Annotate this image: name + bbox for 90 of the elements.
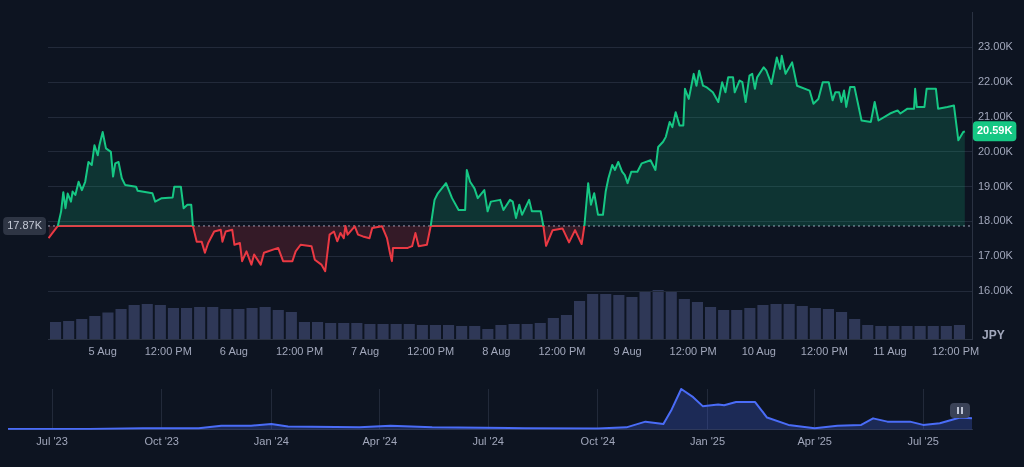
y-tick-label: 20.00K — [978, 144, 1014, 157]
x-tick-label: 9 Aug — [613, 345, 642, 358]
x-tick-label: 12:00 PM — [800, 345, 848, 358]
bar — [796, 306, 808, 340]
bar — [311, 322, 324, 340]
bar — [547, 318, 559, 340]
bar — [49, 322, 62, 340]
y-tick-label: 23.00K — [978, 40, 1014, 53]
x-tick-label: Apr '25 — [797, 435, 832, 448]
bar — [482, 329, 494, 340]
y-tick-label: 18.00K — [978, 214, 1014, 227]
x-tick-label: Oct '23 — [144, 435, 179, 448]
bar — [403, 324, 415, 340]
y-tick-label: 22.00K — [978, 75, 1014, 88]
bar — [338, 323, 350, 340]
annotation: 20.59K — [976, 124, 1013, 137]
bar — [521, 324, 533, 340]
bar — [835, 312, 848, 340]
y-axis-title: JPY — [982, 328, 1005, 343]
x-tick-label: 8 Aug — [482, 345, 511, 358]
bar — [298, 322, 311, 340]
x-tick-label: 12:00 PM — [538, 345, 586, 358]
bar — [704, 307, 717, 340]
x-tick-label: 12:00 PM — [932, 345, 980, 358]
x-tick-label: Apr '24 — [362, 435, 398, 448]
x-tick-label: 12:00 PM — [669, 345, 717, 358]
bar — [587, 294, 599, 340]
x-tick-label: 7 Aug — [351, 345, 380, 358]
y-tick-label: 16.00K — [978, 284, 1014, 297]
bar — [207, 307, 219, 340]
bar — [89, 316, 101, 340]
bar — [429, 325, 442, 340]
bar — [573, 301, 586, 340]
ref-line-label: 17.87K — [7, 219, 43, 232]
bar — [822, 309, 835, 340]
bar — [220, 309, 232, 340]
x-tick-label: Jul '23 — [36, 435, 68, 448]
bar — [849, 319, 861, 340]
bar — [783, 304, 795, 340]
y-tick-label: 21.00K — [978, 110, 1014, 123]
bar — [63, 321, 75, 340]
x-tick-label: 5 Aug — [88, 345, 117, 358]
bar — [167, 308, 180, 340]
bar — [731, 310, 743, 340]
bar — [665, 291, 677, 340]
bar — [456, 326, 468, 340]
bar — [154, 305, 166, 340]
bar — [862, 325, 874, 340]
x-tick-label: 12:00 PM — [275, 345, 324, 358]
bar — [953, 325, 966, 340]
x-tick-label: Jan '25 — [689, 435, 726, 448]
bar — [325, 323, 337, 340]
bar — [76, 319, 88, 340]
x-tick-label: 10 Aug — [741, 345, 776, 358]
bar — [128, 305, 140, 340]
bar — [744, 308, 756, 340]
bar — [927, 326, 939, 340]
bar — [678, 299, 690, 340]
y-tick-label: 17.00K — [978, 249, 1014, 262]
bar — [560, 315, 573, 340]
bar — [534, 323, 546, 340]
bar — [600, 294, 612, 340]
bar — [809, 308, 821, 340]
bar — [691, 302, 704, 340]
bar — [351, 323, 363, 340]
x-tick-label: 6 Aug — [219, 345, 248, 358]
y-tick-label: 19.00K — [978, 179, 1014, 192]
bar — [914, 326, 926, 340]
x-tick-label: 12:00 PM — [407, 345, 455, 358]
bar — [180, 308, 193, 340]
bar — [390, 324, 402, 340]
bar — [652, 290, 664, 340]
x-tick-label: 12:00 PM — [144, 345, 192, 358]
bar — [285, 312, 297, 340]
x-tick-label: Jul '25 — [907, 435, 939, 448]
bar — [259, 307, 271, 340]
bar — [613, 295, 625, 340]
bar — [718, 310, 730, 340]
bar — [194, 307, 206, 340]
bar — [875, 326, 887, 340]
bar — [272, 310, 284, 340]
x-tick-label: Oct '24 — [580, 435, 616, 448]
bar — [469, 326, 481, 340]
bar — [416, 325, 428, 340]
bar — [141, 304, 153, 340]
x-tick-label: 11 Aug — [873, 345, 907, 358]
bar — [940, 326, 952, 340]
x-tick-label: Jan '24 — [253, 435, 289, 448]
bar — [442, 325, 455, 340]
x-tick-label: Jul '24 — [472, 435, 504, 448]
